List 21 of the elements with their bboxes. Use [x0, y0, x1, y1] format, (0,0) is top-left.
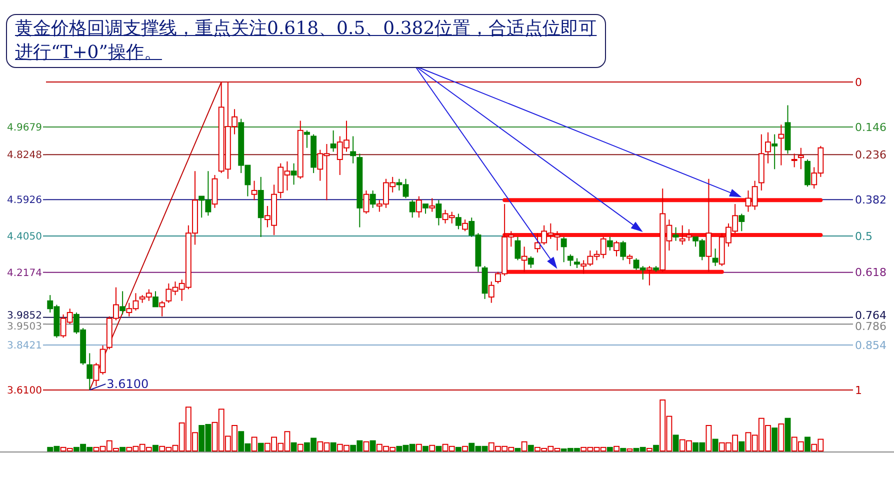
annotation: 3.6100 — [106, 377, 149, 392]
y-tick-label: 4.8248 — [7, 150, 42, 162]
y-tick-label: 3.8421 — [7, 340, 42, 352]
y2-tick-label: 0.5 — [855, 230, 872, 243]
y2-tick-label: 0.618 — [855, 266, 886, 280]
y-tick-label: 3.9503 — [7, 322, 42, 333]
y2-tick-label: 0.764 — [855, 309, 886, 322]
y2-tick-label: 0.854 — [855, 338, 886, 352]
y2-tick-label: 1 — [855, 384, 862, 397]
y2-tick-label: 0.382 — [855, 194, 886, 207]
y-tick-label: 4.5926 — [7, 195, 42, 206]
y2-tick-label: 0.786 — [855, 320, 886, 334]
y2-tick-label: 0 — [855, 76, 862, 89]
y-tick-label: 4.4050 — [7, 232, 42, 242]
y2-tick-label: 0.236 — [855, 148, 886, 162]
y-tick-label: 4.2174 — [7, 268, 42, 279]
y-tick-label: 3.9852 — [7, 310, 42, 322]
y-tick-label: 4.9679 — [7, 122, 42, 134]
y-tick-label: 3.6100 — [7, 386, 42, 396]
y2-tick-label: 0.146 — [855, 120, 886, 134]
chart-title: 黄金价格回调支撑线，重点关注0.618、0.5、0.382位置，合适点位即可进行“T+0”操作。 — [6, 14, 606, 68]
